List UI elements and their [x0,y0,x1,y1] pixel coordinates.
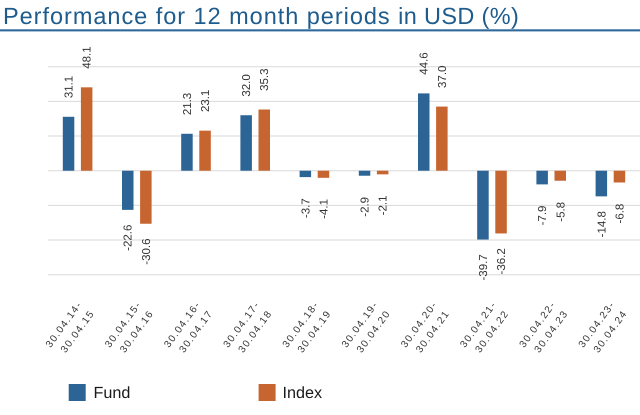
svg-text:-36.2: -36.2 [496,248,508,274]
svg-text:-3.7: -3.7 [300,198,312,218]
svg-text:32.0: 32.0 [241,74,253,96]
svg-text:Performance for 12 month perio: Performance for 12 month periods in USD … [3,3,519,29]
svg-text:-7.9: -7.9 [537,206,549,226]
svg-text:Fund: Fund [94,384,131,402]
svg-text:-6.8: -6.8 [614,204,626,224]
svg-text:35.3: 35.3 [259,69,271,91]
svg-text:-14.8: -14.8 [596,211,608,237]
svg-text:-2.9: -2.9 [360,197,372,217]
svg-text:-5.8: -5.8 [555,202,567,222]
svg-text:23.1: 23.1 [200,90,212,112]
svg-text:31.1: 31.1 [64,76,76,98]
svg-text:-30.6: -30.6 [141,239,153,265]
svg-text:21.3: 21.3 [182,93,194,115]
svg-text:37.0: 37.0 [437,66,449,88]
svg-text:-4.1: -4.1 [318,199,330,219]
svg-text:44.6: 44.6 [419,52,431,74]
svg-text:Index: Index [283,384,323,402]
svg-text:-22.6: -22.6 [123,225,135,251]
svg-text:-39.7: -39.7 [478,254,490,280]
svg-text:-2.1: -2.1 [378,196,390,216]
svg-text:48.1: 48.1 [82,46,94,68]
